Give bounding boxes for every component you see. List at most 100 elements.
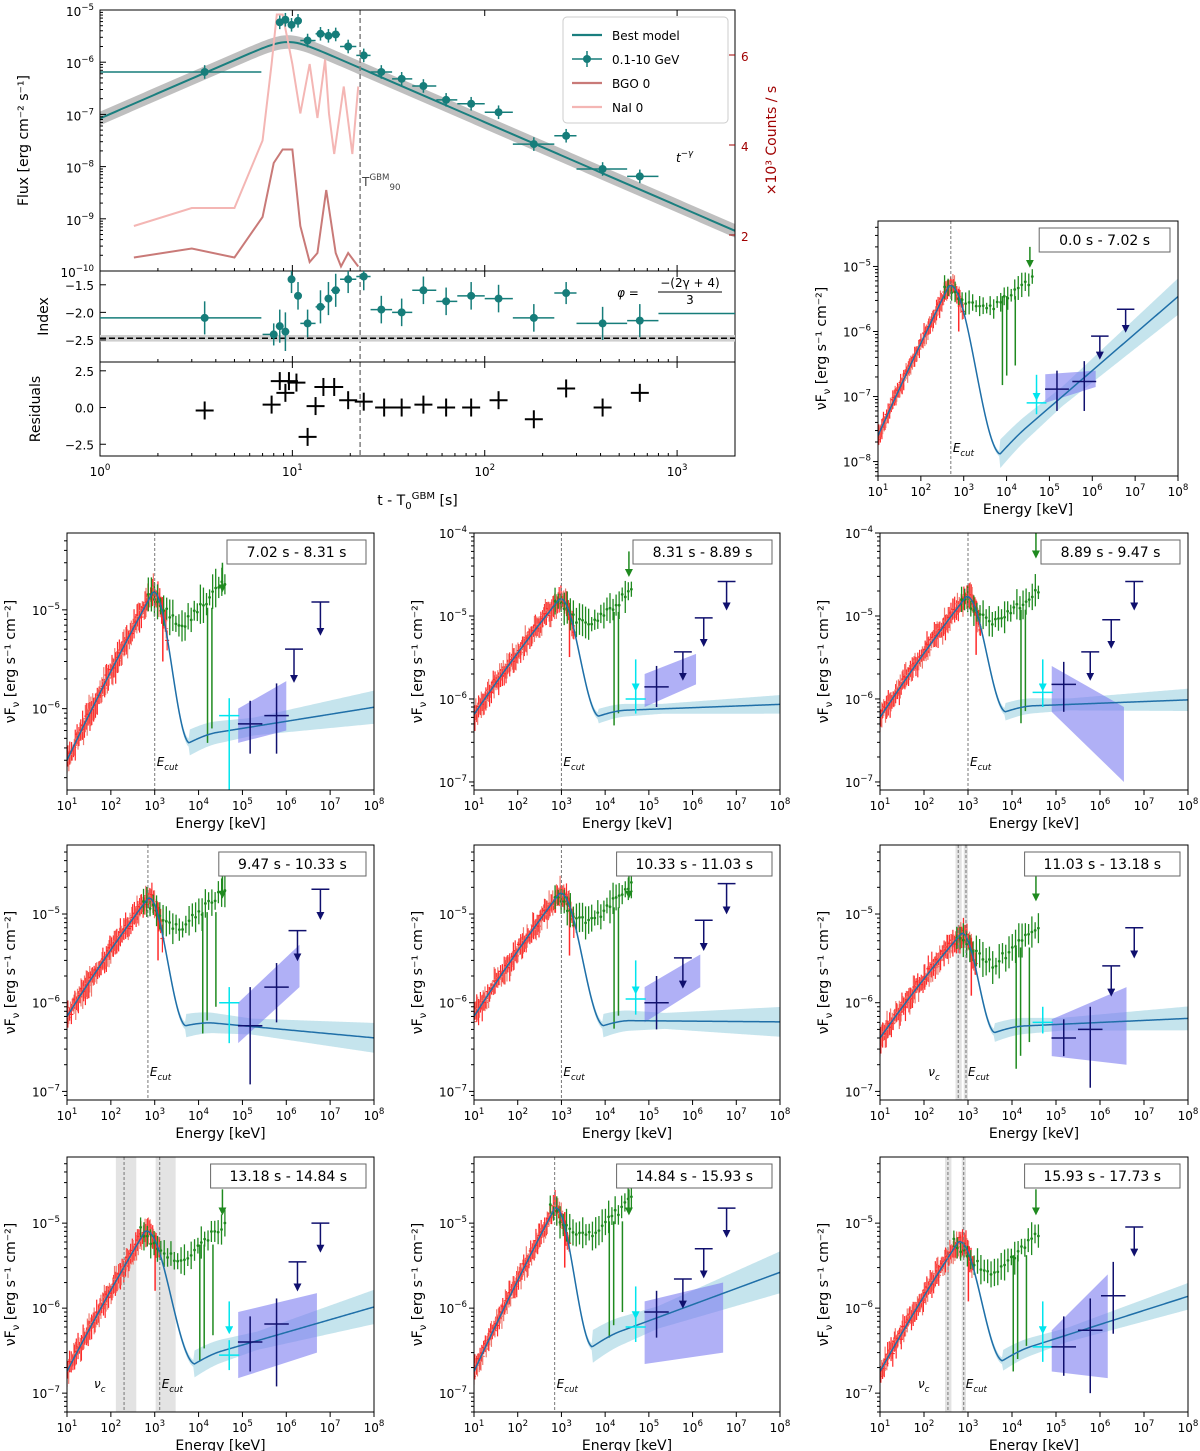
text-part: [erg s⁻¹ cm⁻²] [3,600,19,702]
bgo-data-marker [593,916,597,920]
text-part: 10 [276,799,291,813]
index-point [315,290,326,324]
sed-x-tick-label: 105 [638,1419,659,1435]
bgo-data-marker [602,909,606,913]
index-point [484,284,513,313]
text-part: 10 [870,1421,885,1435]
text-part: −7 [47,1385,60,1395]
bgo-data-marker [1014,944,1017,948]
bgo-data-marker [1000,616,1003,620]
text-part: 10 [1002,1421,1017,1435]
flux-y-tick-label: 10−8 [66,160,94,176]
residual-point [279,372,298,391]
residual-point [276,383,295,402]
lat-flux-marker [303,36,312,45]
bgo-data-marker [162,1252,166,1255]
text-part: 10 [232,1109,247,1123]
text-part: −γ [681,149,694,159]
lat-upper-limit [288,1261,307,1292]
ecut-label: Ecut [970,755,992,773]
sed-x-tick-label: 101 [57,797,78,813]
text-part: −7 [454,1385,467,1395]
bgo-data-marker [1009,611,1013,615]
powerlaw-label: t−γ [676,149,694,165]
text-part: −6 [860,691,873,701]
text-part: 10 [551,799,566,813]
bgo-data-marker [965,942,968,946]
lat-flux-marker [635,172,644,181]
text-part: 10 [57,799,72,813]
bgo-data-marker [203,902,207,905]
bgo-data-marker [1004,956,1008,960]
sed-x-tick-label: 101 [870,1107,891,1123]
bgo-data-marker [1012,605,1016,609]
text-part: −6 [47,701,60,711]
sed-x-tick-label: 108 [1178,1419,1199,1435]
text-part: ν [11,701,22,707]
bgo-data-marker [981,958,985,961]
lat-flux-marker [377,67,386,76]
bgo-data-marker [990,623,994,626]
sed-plot-area [474,533,780,790]
bgo-data-marker [1023,280,1027,284]
text-part: 5 [654,1107,660,1117]
text-part: 1 [72,1107,78,1117]
text-part: 3 [566,797,572,807]
sed-x-tick-label: 102 [507,1107,528,1123]
sed-title: 11.03 s - 13.18 s [1043,857,1161,873]
text-part: 10 [276,1421,291,1435]
text-part: νF [3,1018,19,1034]
text-part: 1 [479,1107,485,1117]
sed-x-tick-label: 102 [910,483,931,499]
lat-butterfly [238,1293,317,1379]
ecut-label: Ecut [557,1377,579,1395]
lat-flux-marker [294,16,303,25]
bgo-data-marker [1017,938,1021,942]
sed-title-box [616,1163,773,1189]
text-part: 10 [843,325,858,339]
text-part: E [968,1065,976,1079]
index-marker [442,297,451,306]
sed-x-tick-label: 108 [1178,1107,1199,1123]
residual-panel-frame [99,361,736,457]
bgo-data-marker [974,949,978,953]
bgo-data-marker [578,916,581,919]
sed-x-tick-label: 105 [1046,1107,1067,1123]
sed-y-tick-label: 10−8 [843,454,871,470]
text-part: 10 [439,610,454,624]
bgo-data-marker [617,894,621,897]
sed-y-tick-label: 10−5 [439,1215,467,1231]
bgo-data-marker [960,298,964,302]
residual-point [287,373,306,392]
sed-plot-area [880,845,1188,1100]
text-part: 2 [116,1419,122,1429]
x-tick-label: 102 [474,463,495,479]
sed-x-tick-label: 104 [996,483,1017,499]
bgo-data-marker [584,1233,588,1237]
sed-x-tick-label: 104 [1002,797,1023,813]
text-part: −8 [81,160,94,170]
text-part: cut [564,1385,578,1395]
best-model-line [880,1240,1188,1372]
text-part: 10 [32,908,47,922]
bgo-data-marker [1030,930,1034,934]
sed-x-label: Energy [keV] [989,816,1079,832]
residual-y-tick-label: 2.5 [75,365,94,379]
bgo-data-marker [223,582,227,586]
sed-x-tick-label: 101 [464,797,485,813]
bgo-data-marker [996,1270,1000,1274]
bgo-data-marker [587,622,591,626]
sed-title-box [1024,1163,1181,1189]
index-marker [200,313,209,322]
text-part: 4 [1017,1419,1023,1429]
text-part: 8 [1193,1107,1199,1117]
text-part: 10 [845,610,860,624]
text-part: 5 [1054,483,1060,493]
index-marker [294,291,303,300]
text-part: cut [973,1385,987,1395]
sed-x-tick-label: 102 [507,797,528,813]
residual-point [524,410,543,429]
sed-y-tick-label: 10−5 [845,608,873,624]
